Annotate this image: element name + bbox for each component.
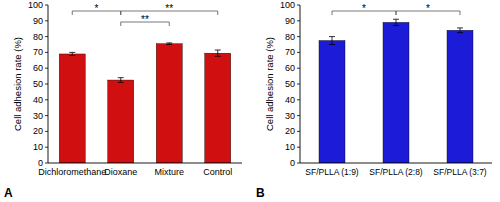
bar bbox=[447, 30, 473, 163]
y-tick-label: 0 bbox=[290, 158, 295, 168]
y-tick-label: 40 bbox=[285, 95, 295, 105]
error-stem bbox=[120, 78, 121, 83]
error-bar bbox=[69, 52, 75, 55]
error-cap bbox=[69, 55, 75, 56]
error-cap bbox=[118, 77, 124, 78]
y-tick-label: 50 bbox=[285, 79, 295, 89]
y-tick-label: 10 bbox=[33, 142, 43, 152]
error-cap bbox=[329, 44, 335, 45]
x-tick-label: SF/PLLA (3:7) bbox=[433, 167, 487, 177]
bar bbox=[205, 53, 231, 163]
significance-bracket: * bbox=[332, 3, 396, 15]
y-tick-label: 10 bbox=[285, 142, 295, 152]
y-tick-label: 90 bbox=[33, 16, 43, 26]
y-axis-label: Cell adhesion rate (%) bbox=[12, 37, 23, 131]
y-tick-label: 20 bbox=[285, 126, 295, 136]
error-stem bbox=[460, 28, 461, 33]
y-tick-label: 100 bbox=[28, 0, 43, 10]
error-stem bbox=[396, 19, 397, 25]
y-tick-label: 90 bbox=[285, 16, 295, 26]
y-tick-label: 80 bbox=[285, 32, 295, 42]
y-tick-label: 100 bbox=[280, 0, 295, 10]
x-axis bbox=[48, 163, 242, 164]
error-cap bbox=[118, 82, 124, 83]
x-axis bbox=[300, 163, 492, 164]
significance-bracket: * bbox=[396, 3, 460, 15]
error-bar bbox=[215, 50, 221, 56]
y-axis bbox=[48, 5, 49, 163]
significance-bracket: ** bbox=[121, 14, 170, 26]
bar bbox=[59, 54, 85, 163]
x-tick-label: Dioxane bbox=[104, 167, 137, 177]
significance-bracket: * bbox=[72, 3, 121, 15]
y-axis bbox=[300, 5, 301, 163]
error-cap bbox=[457, 27, 463, 28]
bars bbox=[319, 19, 473, 163]
error-cap bbox=[166, 42, 172, 43]
y-tick-label: 80 bbox=[33, 32, 43, 42]
bars bbox=[59, 43, 231, 163]
significance-label: * bbox=[426, 3, 430, 14]
x-tick-label: Control bbox=[203, 167, 232, 177]
error-bar bbox=[329, 37, 335, 45]
error-bar bbox=[457, 28, 463, 33]
error-cap bbox=[69, 52, 75, 53]
y-tick-label: 60 bbox=[33, 63, 43, 73]
error-bar bbox=[166, 43, 172, 45]
error-stem bbox=[72, 52, 73, 55]
x-tick-label: SF/PLLA (1:9) bbox=[305, 167, 359, 177]
y-tick-label: 60 bbox=[285, 63, 295, 73]
error-cap bbox=[393, 25, 399, 26]
error-bar bbox=[393, 19, 399, 25]
y-tick-label: 70 bbox=[285, 47, 295, 57]
panel-label: A bbox=[4, 186, 13, 200]
error-cap bbox=[393, 19, 399, 20]
y-tick-label: 70 bbox=[33, 47, 43, 57]
x-tick-label: Dichloromethane bbox=[38, 167, 106, 177]
error-cap bbox=[215, 50, 221, 51]
significance-bracket: ** bbox=[121, 3, 218, 15]
bar bbox=[319, 41, 345, 163]
x-tick-label: SF/PLLA (2:8) bbox=[369, 167, 423, 177]
significance-label: * bbox=[95, 3, 99, 14]
error-stem bbox=[217, 50, 218, 56]
y-tick-label: 20 bbox=[33, 126, 43, 136]
error-cap bbox=[457, 32, 463, 33]
bar bbox=[383, 22, 409, 163]
panel-label: B bbox=[256, 186, 265, 200]
x-tick-label: Mixture bbox=[154, 167, 184, 177]
y-tick-label: 30 bbox=[285, 111, 295, 121]
y-tick-label: 30 bbox=[33, 111, 43, 121]
error-cap bbox=[329, 36, 335, 37]
y-tick-label: 40 bbox=[33, 95, 43, 105]
bar bbox=[108, 80, 134, 163]
figure: 0 10 20 30 40 50 60 70 80 90 100 DichloromethaneDio… bbox=[0, 0, 500, 202]
bar bbox=[156, 44, 182, 163]
significance-label: * bbox=[362, 3, 366, 14]
y-axis-label: Cell adhesion rate (%) bbox=[264, 37, 275, 131]
error-stem bbox=[332, 37, 333, 45]
significance-label: ** bbox=[141, 14, 149, 25]
error-cap bbox=[166, 44, 172, 45]
y-tick-label: 50 bbox=[33, 79, 43, 89]
panel-1: 0 10 20 30 40 50 60 70 80 90 100 SF/PLLA (1:9) SF/PL… bbox=[256, 0, 492, 200]
panel-0: 0102030405060708090100DichloromethaneDio… bbox=[4, 0, 242, 200]
error-bar bbox=[118, 78, 124, 83]
error-cap bbox=[215, 56, 221, 57]
significance-label: ** bbox=[165, 3, 173, 14]
